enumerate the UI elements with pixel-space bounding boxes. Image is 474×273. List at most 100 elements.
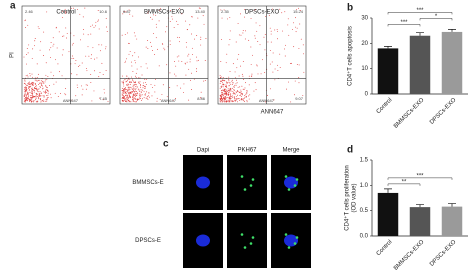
event-dot xyxy=(135,95,136,97)
event-dot xyxy=(127,95,129,97)
event-dot xyxy=(55,26,57,28)
event-dot xyxy=(149,41,151,43)
event-dot xyxy=(64,93,66,95)
event-dot xyxy=(132,71,134,72)
event-dot xyxy=(221,92,223,94)
plot-title: Control xyxy=(56,10,75,16)
event-dot xyxy=(128,96,130,98)
event-dot xyxy=(122,13,124,15)
event-dot xyxy=(29,95,31,97)
event-dot xyxy=(234,71,236,73)
event-dot xyxy=(132,79,134,81)
event-dot xyxy=(126,100,128,102)
event-dot xyxy=(180,87,182,89)
event-dot xyxy=(151,18,153,20)
event-dot xyxy=(24,20,26,22)
event-dot xyxy=(239,95,241,97)
event-dot xyxy=(296,9,297,11)
event-dot xyxy=(29,81,30,83)
event-dot xyxy=(139,81,141,83)
event-dot xyxy=(223,91,225,93)
event-dot xyxy=(101,62,103,64)
event-dot xyxy=(174,98,176,99)
event-dot xyxy=(128,83,130,85)
y-tick-label: 10 xyxy=(361,66,368,72)
event-dot xyxy=(196,68,197,70)
error-bar xyxy=(384,46,392,49)
event-dot xyxy=(139,85,141,86)
vesicle xyxy=(295,236,299,239)
event-dot xyxy=(236,92,237,94)
event-dot xyxy=(126,80,128,82)
event-dot xyxy=(138,99,140,100)
event-dot xyxy=(131,65,133,67)
event-dot xyxy=(32,89,34,91)
event-dot xyxy=(131,91,133,93)
event-dot xyxy=(219,101,221,103)
event-dot xyxy=(155,79,157,80)
event-dot xyxy=(32,83,34,85)
event-dot xyxy=(25,75,27,77)
event-dot xyxy=(127,85,129,87)
event-dot xyxy=(50,93,51,95)
event-dot xyxy=(73,35,75,37)
event-dot xyxy=(288,34,290,36)
event-dot xyxy=(226,53,228,55)
event-dot xyxy=(31,101,33,103)
event-dot xyxy=(200,91,202,93)
event-dot xyxy=(241,93,243,95)
event-dot xyxy=(234,100,236,102)
event-dot xyxy=(296,27,298,29)
event-dot xyxy=(237,90,239,92)
event-dot xyxy=(24,82,26,84)
event-dot xyxy=(145,79,147,81)
event-dot xyxy=(73,57,75,59)
event-dot xyxy=(29,75,31,77)
event-dot xyxy=(55,81,57,83)
event-dot xyxy=(35,96,37,98)
nucleus xyxy=(196,176,210,189)
y-tick-label: 20 xyxy=(361,41,368,47)
event-dot xyxy=(146,97,148,99)
event-dot xyxy=(229,89,231,91)
event-dot xyxy=(135,88,137,90)
event-dot xyxy=(198,59,199,61)
event-dot xyxy=(25,90,27,92)
event-dot xyxy=(165,31,166,33)
event-dot xyxy=(255,89,257,91)
event-dot xyxy=(298,82,300,84)
event-dot xyxy=(45,90,47,92)
event-dot xyxy=(277,64,278,66)
event-dot xyxy=(123,97,125,99)
event-dot xyxy=(124,91,126,93)
event-dot xyxy=(134,93,136,95)
event-dot xyxy=(74,63,76,65)
event-dot xyxy=(220,94,222,96)
event-dot xyxy=(123,96,125,98)
event-dot xyxy=(128,81,130,83)
event-dot xyxy=(47,90,49,92)
event-dot xyxy=(261,59,263,61)
event-dot xyxy=(240,93,242,95)
event-dot xyxy=(199,97,201,99)
event-dot xyxy=(98,19,99,21)
event-dot xyxy=(31,97,33,99)
plot-title: BMMSCs-EXO xyxy=(144,10,184,16)
event-dot xyxy=(204,60,206,61)
event-dot xyxy=(81,94,83,96)
event-dot xyxy=(246,92,248,94)
event-dot xyxy=(46,11,48,13)
event-dot xyxy=(219,97,221,99)
significance-label: ** xyxy=(402,179,407,185)
event-dot xyxy=(259,44,261,46)
event-dot xyxy=(36,94,38,96)
event-dot xyxy=(40,82,42,84)
micrograph xyxy=(227,213,267,268)
event-dot xyxy=(293,46,295,48)
event-dot xyxy=(34,38,36,39)
event-dot xyxy=(29,73,31,75)
event-dot xyxy=(76,9,78,11)
event-dot xyxy=(56,47,58,49)
event-dot xyxy=(128,92,129,94)
event-dot xyxy=(37,79,39,81)
